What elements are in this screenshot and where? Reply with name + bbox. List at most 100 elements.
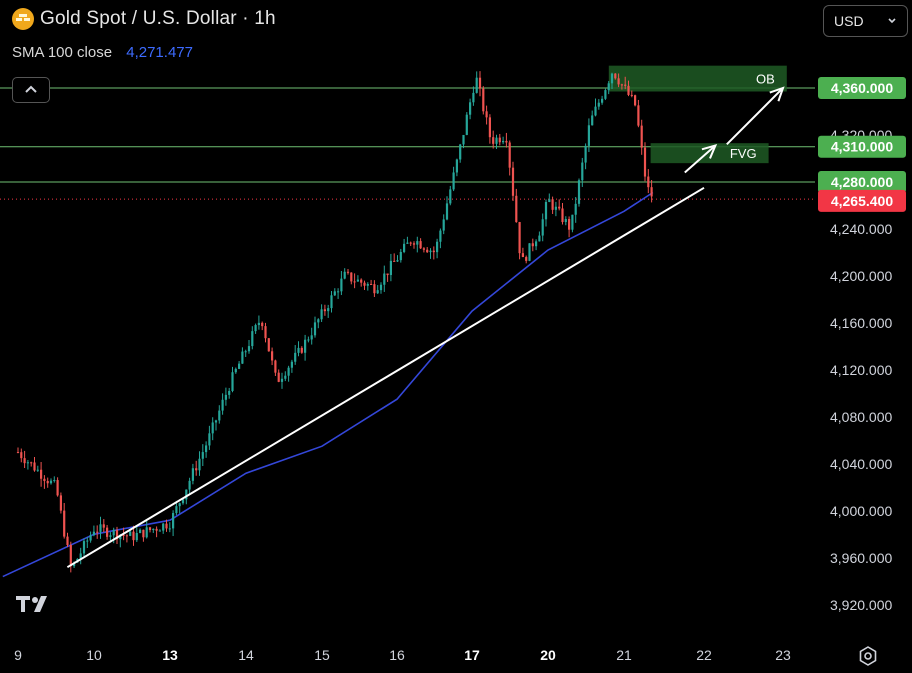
candle-body[interactable]	[396, 260, 399, 262]
candle-body[interactable]	[472, 92, 475, 103]
candle-body[interactable]	[393, 260, 396, 262]
candle-body[interactable]	[172, 513, 175, 529]
candle-body[interactable]	[327, 308, 330, 312]
candle-body[interactable]	[568, 218, 571, 230]
candle-body[interactable]	[376, 290, 379, 294]
candle-body[interactable]	[624, 84, 627, 86]
candle-body[interactable]	[43, 478, 46, 482]
candle-body[interactable]	[535, 241, 538, 247]
candle-body[interactable]	[30, 462, 33, 464]
candle-body[interactable]	[284, 375, 287, 379]
candle-body[interactable]	[630, 94, 633, 96]
candle-body[interactable]	[538, 235, 541, 242]
candle-body[interactable]	[637, 105, 640, 126]
candle-body[interactable]	[59, 495, 62, 511]
candle-body[interactable]	[531, 243, 534, 247]
candle-body[interactable]	[238, 363, 241, 369]
candle-body[interactable]	[112, 529, 115, 536]
candle-body[interactable]	[554, 206, 557, 210]
candle-body[interactable]	[119, 534, 122, 540]
candle-body[interactable]	[158, 530, 161, 532]
candle-body[interactable]	[574, 203, 577, 215]
candle-body[interactable]	[601, 98, 604, 103]
candle-body[interactable]	[36, 469, 39, 471]
candle-body[interactable]	[416, 241, 419, 245]
candle-body[interactable]	[310, 335, 313, 340]
candle-body[interactable]	[162, 523, 165, 531]
candle-body[interactable]	[525, 257, 528, 261]
candle-body[interactable]	[409, 242, 412, 244]
candle-body[interactable]	[445, 203, 449, 220]
candle-body[interactable]	[304, 339, 307, 353]
candle-body[interactable]	[102, 524, 105, 528]
candle-body[interactable]	[353, 281, 356, 283]
candle-body[interactable]	[66, 536, 69, 546]
candle-body[interactable]	[495, 137, 498, 144]
candle-body[interactable]	[379, 284, 383, 291]
candle-body[interactable]	[640, 125, 643, 148]
candle-body[interactable]	[300, 347, 303, 353]
candle-body[interactable]	[482, 88, 485, 112]
candle-body[interactable]	[521, 253, 524, 258]
candle-body[interactable]	[168, 528, 171, 530]
candle-body[interactable]	[214, 420, 218, 423]
candle-body[interactable]	[544, 202, 548, 220]
candle-body[interactable]	[96, 531, 99, 533]
candle-body[interactable]	[373, 284, 376, 294]
candle-body[interactable]	[221, 399, 224, 411]
candle-body[interactable]	[518, 222, 521, 254]
candle-body[interactable]	[46, 481, 49, 484]
candle-body[interactable]	[274, 360, 277, 373]
candle-body[interactable]	[307, 339, 310, 341]
zone-box[interactable]	[650, 143, 769, 164]
candle-body[interactable]	[337, 291, 340, 293]
candle-body[interactable]	[211, 422, 214, 434]
candle-body[interactable]	[340, 278, 343, 292]
candle-body[interactable]	[175, 506, 178, 514]
candle-body[interactable]	[548, 199, 551, 203]
candle-body[interactable]	[254, 325, 257, 332]
candle-body[interactable]	[20, 452, 23, 459]
candle-body[interactable]	[89, 535, 92, 541]
candle-body[interactable]	[271, 351, 274, 361]
candle-body[interactable]	[541, 219, 544, 236]
candle-body[interactable]	[251, 331, 254, 347]
candle-body[interactable]	[436, 241, 439, 253]
candle-body[interactable]	[320, 309, 323, 320]
candle-body[interactable]	[502, 140, 505, 143]
candle-body[interactable]	[492, 137, 495, 144]
candle-body[interactable]	[455, 159, 458, 173]
candle-body[interactable]	[498, 137, 501, 143]
candle-body[interactable]	[290, 361, 293, 368]
candle-body[interactable]	[597, 102, 600, 107]
candle-body[interactable]	[581, 162, 584, 181]
candle-body[interactable]	[620, 84, 623, 86]
candle-body[interactable]	[452, 172, 455, 190]
candle-body[interactable]	[148, 527, 152, 531]
candle-body[interactable]	[247, 346, 251, 352]
candle-body[interactable]	[294, 352, 297, 362]
candle-body[interactable]	[49, 480, 53, 484]
currency-select[interactable]: USD	[823, 5, 908, 37]
candle-body[interactable]	[459, 144, 462, 160]
candle-body[interactable]	[370, 283, 373, 285]
candle-body[interactable]	[399, 251, 402, 261]
candle-body[interactable]	[323, 309, 326, 312]
candle-body[interactable]	[610, 73, 614, 84]
candle-body[interactable]	[591, 115, 594, 126]
candle-body[interactable]	[439, 230, 442, 242]
candle-body[interactable]	[360, 279, 363, 283]
candle-body[interactable]	[478, 77, 482, 89]
candle-body[interactable]	[333, 291, 336, 296]
sma-indicator-legend[interactable]: SMA 100 close 4,271.477	[12, 44, 193, 61]
candle-body[interactable]	[634, 95, 637, 106]
candle-body[interactable]	[330, 295, 333, 309]
candle-body[interactable]	[129, 531, 132, 536]
candle-body[interactable]	[115, 529, 119, 540]
projection-arrow[interactable]	[726, 87, 784, 146]
candle-body[interactable]	[350, 272, 353, 282]
candle-body[interactable]	[267, 338, 270, 352]
candle-body[interactable]	[346, 271, 350, 273]
candle-body[interactable]	[53, 480, 56, 482]
candle-body[interactable]	[16, 452, 20, 454]
